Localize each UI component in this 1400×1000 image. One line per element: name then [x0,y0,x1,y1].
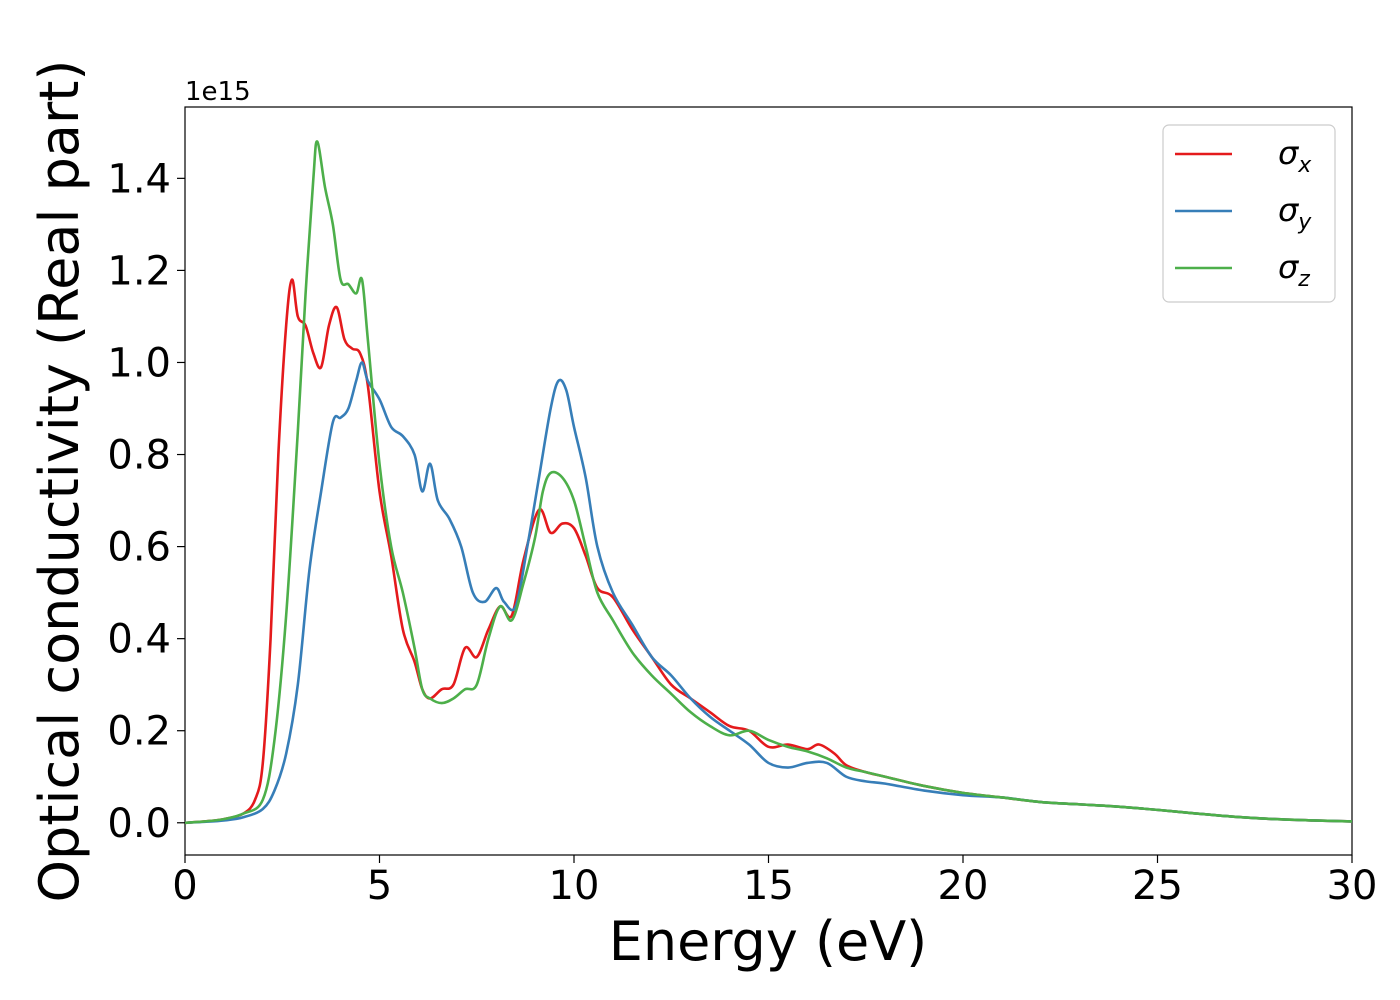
y-tick-label: 0.2 [107,709,171,755]
series-layer [184,140,1353,825]
y-axis-ticks: 0.0 0.2 0.4 0.6 0.8 1.0 1.2 1.4 [107,156,185,847]
x-tick-label: 0 [172,863,197,909]
legend-label-sigma-y: σy [1278,191,1312,235]
legend-label-sigma-z: σz [1278,248,1310,292]
y-tick-label: 0.0 [107,801,171,847]
x-tick-label: 30 [1327,863,1378,909]
legend-box [1162,124,1336,303]
y-tick-label: 1.4 [107,156,171,202]
y-tick-label: 0.8 [107,433,171,479]
x-tick-label: 15 [743,863,794,909]
y-tick-label: 1.0 [107,340,171,386]
x-axis-title: Energy (eV) [609,910,928,973]
legend: σx σy σz [1162,124,1336,303]
series-line-sigma-z [184,140,1353,825]
y-tick-label: 0.6 [107,525,171,571]
x-tick-label: 20 [938,863,989,909]
x-axis-ticks: 0 5 10 15 20 25 30 [172,855,1377,909]
y-offset-label: 1e15 [185,77,251,107]
x-tick-label: 25 [1132,863,1183,909]
x-tick-label: 10 [549,863,600,909]
x-tick-label: 5 [367,863,392,909]
y-tick-label: 1.2 [107,248,171,294]
legend-label-sigma-x: σx [1278,134,1312,178]
series-line-sigma-y [184,361,1353,825]
y-tick-label: 0.4 [107,617,171,663]
y-axis-title: Optical conductivity (Real part) [28,60,91,903]
legend-entries: σx σy σz [1175,134,1312,292]
